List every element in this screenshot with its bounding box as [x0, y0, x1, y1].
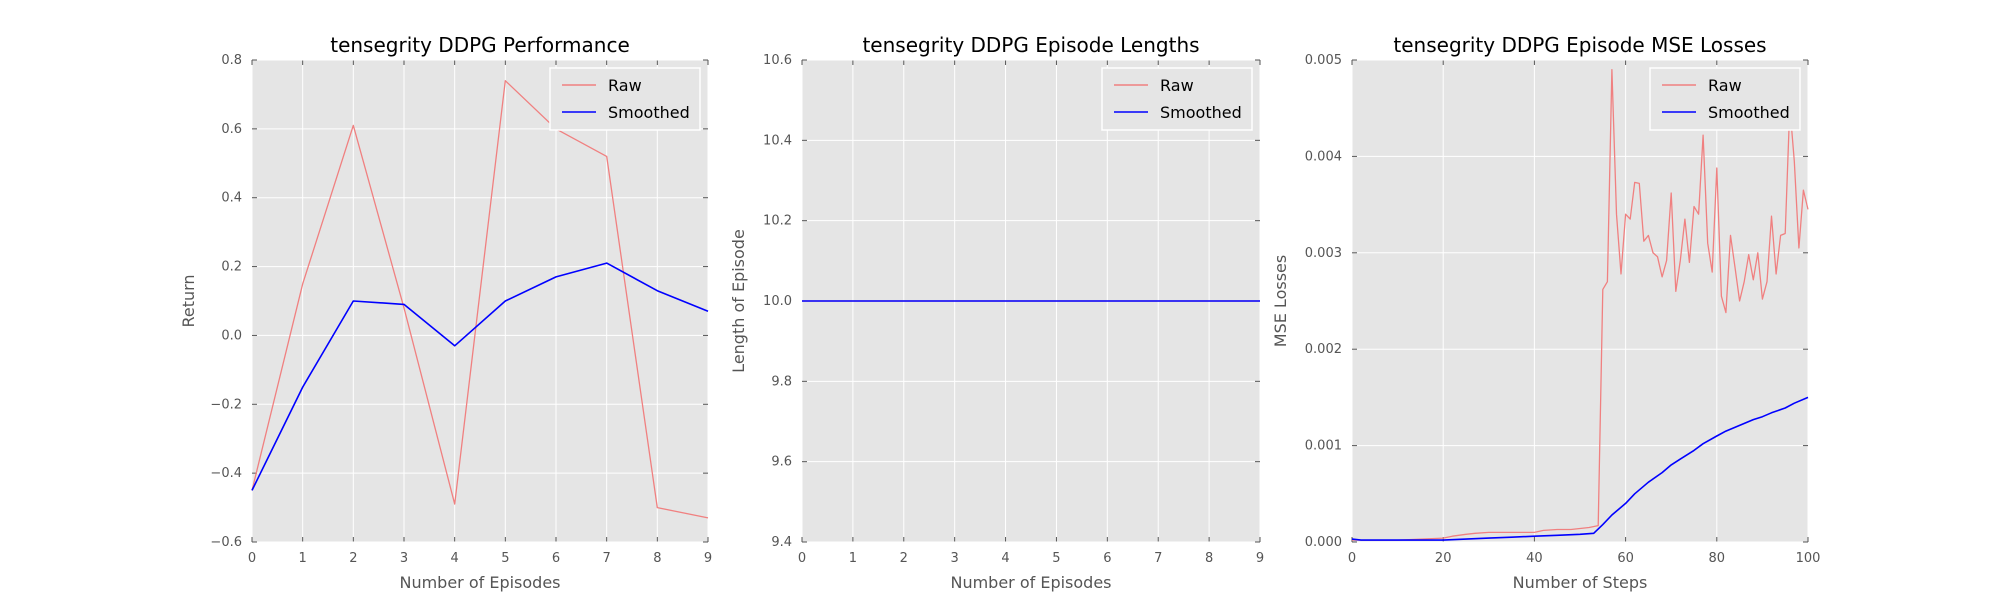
legend-label: Raw — [608, 76, 642, 95]
y-tick-label: 9.6 — [771, 455, 792, 470]
x-tick-label: 1 — [299, 551, 307, 566]
x-axis-label: Number of Episodes — [399, 573, 560, 592]
y-tick-label: 0.001 — [1305, 439, 1342, 454]
y-tick-label: 0.8 — [221, 53, 242, 68]
y-tick-label: 0.003 — [1305, 246, 1342, 261]
series-line-smoothed — [251, 262, 709, 491]
x-axis-label: Number of Episodes — [950, 573, 1111, 592]
legend-label: Smoothed — [608, 103, 690, 122]
legend-box — [1101, 67, 1253, 131]
y-tick-label: 0.0 — [221, 328, 242, 343]
y-tick-label: −0.6 — [210, 535, 242, 550]
x-tick-label: 100 — [1796, 551, 1821, 566]
x-tick-label: 5 — [1052, 551, 1060, 566]
y-axis-label: Return — [179, 274, 198, 327]
chart-panel-1: 0 1 2 3 4 5 6 7 8 9 −0.6 −0.4 −0.2 0.0 0.2 0.4 0.6 0.8 ten… — [179, 33, 712, 592]
plot-area — [252, 60, 708, 542]
chart-title: tensegrity DDPG Episode Lengths — [862, 33, 1199, 57]
y-tick-label: 9.4 — [771, 535, 792, 550]
y-tick-label: 0.004 — [1305, 149, 1342, 164]
y-tick-label: 0.6 — [221, 122, 242, 137]
legend-label: Raw — [1708, 76, 1742, 95]
y-tick-label: 10.4 — [763, 133, 792, 148]
y-tick-label: 10.0 — [763, 294, 792, 309]
legend-label: Smoothed — [1708, 103, 1790, 122]
x-axis-label: Number of Steps — [1513, 573, 1648, 592]
chart-title: tensegrity DDPG Performance — [330, 33, 630, 57]
legend-box — [549, 67, 701, 131]
x-tick-label: 0 — [1348, 551, 1356, 566]
x-tick-label: 2 — [349, 551, 357, 566]
chart-title: tensegrity DDPG Episode MSE Losses — [1393, 33, 1766, 57]
x-tick-label: 60 — [1617, 551, 1634, 566]
x-tick-label: 7 — [1154, 551, 1162, 566]
y-tick-label: 0.002 — [1305, 342, 1342, 357]
x-tick-label: 3 — [400, 551, 408, 566]
chart-panel-2: 0 1 2 3 4 5 6 7 8 9 9.4 9.6 9.8 10.0 10.2 10.4 10.6 tense… — [729, 33, 1264, 592]
legend: Raw Smoothed — [1101, 67, 1253, 131]
y-tick-label: 9.8 — [771, 374, 792, 389]
x-tick-label: 7 — [603, 551, 611, 566]
y-tick-label: −0.2 — [210, 397, 242, 412]
legend: Raw Smoothed — [1649, 67, 1801, 131]
legend-label: Smoothed — [1160, 103, 1242, 122]
y-tick-label: 0.2 — [221, 260, 242, 275]
plot-area — [1352, 60, 1808, 542]
x-tick-label: 20 — [1435, 551, 1452, 566]
x-tick-label: 6 — [1103, 551, 1111, 566]
x-tick-label: 0 — [248, 551, 256, 566]
legend-box — [1649, 67, 1801, 131]
x-tick-label: 2 — [900, 551, 908, 566]
legend: Raw Smoothed — [549, 67, 701, 131]
x-tick-label: 6 — [552, 551, 560, 566]
series-line-raw — [251, 80, 709, 519]
chart-panel-3: 0 20 40 60 80 100 0.000 0.001 0.002 0.003 0.004 0.0… — [1271, 33, 1820, 592]
y-tick-label: 10.6 — [763, 53, 792, 68]
y-tick-label: 10.2 — [763, 214, 792, 229]
y-tick-label: 0.005 — [1305, 53, 1342, 68]
y-tick-label: 0.000 — [1305, 535, 1342, 550]
series-line-smoothed — [1351, 396, 1809, 541]
x-tick-label: 3 — [951, 551, 959, 566]
x-tick-label: 40 — [1526, 551, 1543, 566]
x-tick-label: 4 — [1001, 551, 1009, 566]
x-tick-label: 8 — [1205, 551, 1213, 566]
y-axis-label: MSE Losses — [1271, 255, 1290, 347]
y-tick-label: −0.4 — [210, 466, 242, 481]
x-tick-label: 0 — [798, 551, 806, 566]
x-tick-label: 9 — [1256, 551, 1264, 566]
x-tick-label: 8 — [653, 551, 661, 566]
y-axis-label: Length of Episode — [729, 229, 748, 373]
x-tick-label: 5 — [501, 551, 509, 566]
x-tick-label: 4 — [451, 551, 459, 566]
x-tick-label: 80 — [1709, 551, 1726, 566]
series-line-raw — [1352, 68, 1809, 541]
legend-label: Raw — [1160, 76, 1194, 95]
x-tick-label: 9 — [704, 551, 712, 566]
y-tick-label: 0.4 — [221, 191, 242, 206]
x-tick-label: 1 — [849, 551, 857, 566]
